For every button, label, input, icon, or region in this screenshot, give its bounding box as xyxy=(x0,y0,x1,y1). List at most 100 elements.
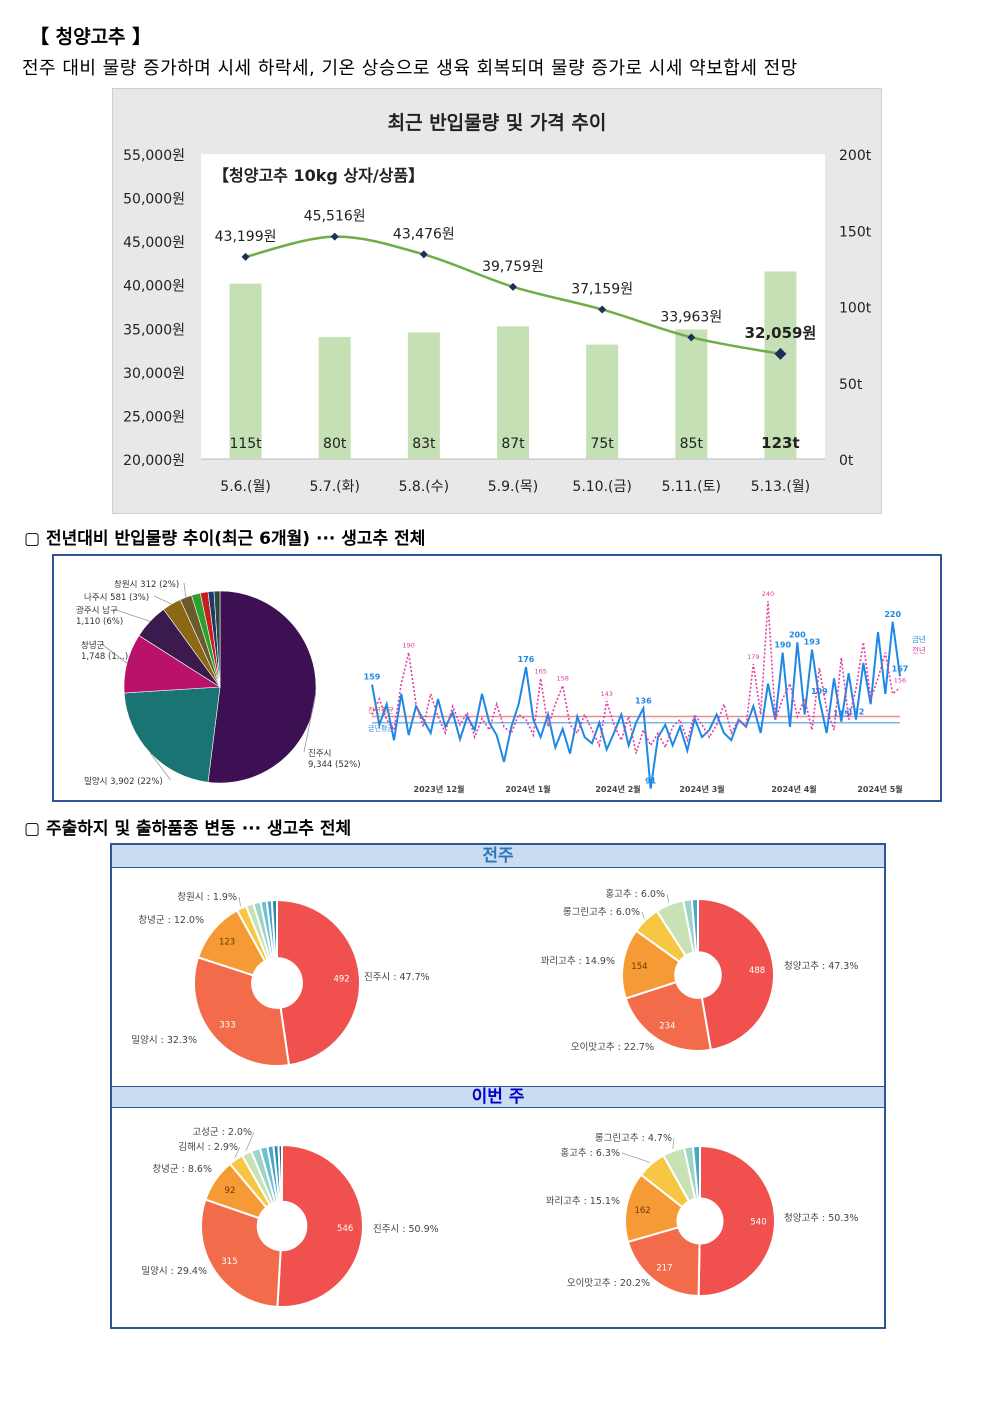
y-right-tick: 100t xyxy=(839,301,872,317)
prev-week-title: 전주 xyxy=(112,845,884,868)
x-tick-label: 5.13.(월) xyxy=(751,479,810,495)
this-week-title: 이번 주 xyxy=(112,1086,884,1108)
pie-leader-line xyxy=(183,582,187,598)
avg-label: 전년평균 xyxy=(368,706,394,715)
avg-label: 금년평균 xyxy=(368,724,394,733)
pie-label: 창원시 312 (2%) xyxy=(114,580,179,590)
series-point-label: 240 xyxy=(762,590,774,598)
series-point-label: 167 xyxy=(892,664,909,673)
series-point-label: 91 xyxy=(645,777,657,786)
price-volume-chart: 최근 반입물량 및 가격 추이 【청양고추 10kg 상자/상품】 20,000원 2… xyxy=(123,112,872,495)
donut-label: 진주시 : 47.7% xyxy=(364,972,430,983)
donut-label: 청양고추 : 47.3% xyxy=(784,961,858,972)
donut-label: 청양고추 : 50.3% xyxy=(784,1213,858,1224)
pie-label: 진주시 9,344 (52%) xyxy=(308,748,361,770)
x-tick-label: 5.10.(금) xyxy=(572,479,631,495)
volume-label: 75t xyxy=(590,436,614,452)
volume-bar xyxy=(586,344,619,459)
series-point-label: 156 xyxy=(894,677,906,685)
x-tick-label: 2023년 12월 xyxy=(414,784,465,794)
price-marker xyxy=(598,305,607,314)
volume-label: 83t xyxy=(412,436,436,452)
price-marker xyxy=(419,250,428,259)
price-label: 39,759원 xyxy=(482,259,544,275)
series-point-label: 200 xyxy=(789,630,806,639)
x-tick-label: 2024년 5월 xyxy=(857,784,902,794)
this-year-series xyxy=(371,621,901,789)
y-left-tick: 45,000원 xyxy=(123,235,185,251)
price-marker xyxy=(509,282,517,291)
page-title: 【 청양고추 】 xyxy=(30,26,152,48)
series-point-label: 109 xyxy=(811,687,828,696)
donut-label: 창녕군 : 12.0% xyxy=(138,915,204,926)
y-left-tick: 25,000원 xyxy=(123,409,185,425)
donut-label: 롱그린고추 : 4.7% xyxy=(595,1133,672,1144)
pie-label: 나주시 581 (3%) xyxy=(84,593,149,603)
donut-slice xyxy=(691,1144,701,1200)
donut-label: 홍고추 : 6.3% xyxy=(560,1147,620,1159)
donut-inner-value: 540 xyxy=(750,1218,766,1228)
price-marker xyxy=(241,252,250,261)
donut-inner-value: 333 xyxy=(219,1021,235,1031)
series-point-label: 136 xyxy=(635,696,652,705)
yoy-trend-chart: 진주시 9,344 (52%) 밀양시 3,902 (22%) 창녕군 1,748 (1… xyxy=(76,580,926,794)
series-point-label: 190 xyxy=(774,641,791,650)
series-point-label: 176 xyxy=(518,655,535,664)
x-tick-label: 2024년 1월 xyxy=(505,784,550,794)
donut-leader-line xyxy=(245,1131,255,1152)
x-tick-label: 2024년 3월 xyxy=(679,784,724,794)
volume-bar xyxy=(229,283,262,459)
price-label: 33,963원 xyxy=(660,309,722,325)
series-point-label: 158 xyxy=(556,675,568,683)
donut-leader-line xyxy=(234,1146,241,1158)
price-volume-chart-frame: 최근 반입물량 및 가격 추이 【청양고추 10kg 상자/상품】 20,000원 2… xyxy=(112,88,882,514)
y-right-tick: 50t xyxy=(839,377,863,393)
donut-slice xyxy=(277,1143,283,1203)
y-right-tick: 0t xyxy=(839,453,854,469)
donut-slice xyxy=(690,897,699,954)
volume-label: 80t xyxy=(323,436,347,452)
donut-slice xyxy=(270,898,278,960)
market-summary: 전주 대비 물량 증가하며 시세 하락세, 기온 상승으로 생육 회복되며 물량… xyxy=(22,58,798,79)
donut-slice xyxy=(200,1198,282,1308)
donut-label: 창원시 : 1.9% xyxy=(177,892,237,903)
x-tick-label: 2024년 2월 xyxy=(595,784,640,794)
donut-inner-value: 123 xyxy=(219,938,235,948)
donut-leader-line xyxy=(641,911,645,919)
y-right-tick: 200t xyxy=(839,148,872,164)
pie-leader-line xyxy=(303,692,317,753)
price-label: 43,476원 xyxy=(393,226,455,242)
pie-leader-line xyxy=(149,752,171,781)
donut-inner-value: 92 xyxy=(225,1186,236,1196)
volume-label: 85t xyxy=(680,436,704,452)
x-tick-label: 5.11.(토) xyxy=(662,479,721,495)
donut-inner-value: 492 xyxy=(333,974,349,984)
pie-leader-line xyxy=(153,595,172,605)
y-left-tick: 30,000원 xyxy=(123,366,185,382)
volume-label: 87t xyxy=(501,436,525,452)
donut-label: 홍고추 : 6.0% xyxy=(605,888,665,900)
donut-slice xyxy=(697,1144,776,1297)
series-point-label: 159 xyxy=(364,673,381,682)
donut-inner-value: 546 xyxy=(337,1224,353,1234)
x-tick-label: 5.7.(화) xyxy=(309,479,360,495)
donut-label: 김해시 : 2.9% xyxy=(178,1141,238,1153)
price-marker xyxy=(330,232,339,241)
origin-variety-panel: 전주 이번 주 492 진주시 : 47.7% 333 밀양시 : 32.3% 123 창… xyxy=(110,843,886,1329)
yoy-trend-frame: 진주시 9,344 (52%) 밀양시 3,902 (22%) 창녕군 1,748 (1… xyxy=(52,554,942,802)
y-left-tick: 35,000원 xyxy=(123,322,185,338)
donut-slice xyxy=(276,1143,364,1308)
y-left-tick: 20,000원 xyxy=(123,453,185,469)
y-left-tick: 40,000원 xyxy=(123,279,185,295)
legend-this-year: 금년 xyxy=(912,634,926,644)
donut-label: 고성군 : 2.0% xyxy=(192,1127,252,1138)
x-tick-label: 2024년 4월 xyxy=(771,784,816,794)
series-point-label: 190 xyxy=(402,642,414,650)
volume-bar xyxy=(407,332,440,459)
y-right-tick: 150t xyxy=(839,224,872,240)
pie-leader-line xyxy=(112,608,151,622)
volume-bar xyxy=(764,271,797,459)
donut-leader-line xyxy=(672,1137,675,1150)
donut-inner-value: 217 xyxy=(656,1263,672,1273)
price-label: 32,059원 xyxy=(745,324,817,342)
